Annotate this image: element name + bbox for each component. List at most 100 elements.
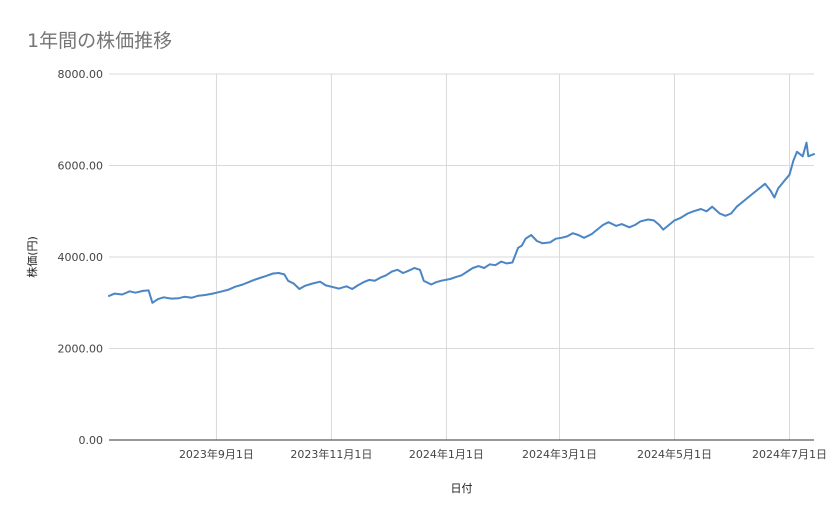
data-point	[639, 220, 642, 223]
data-point	[628, 226, 631, 229]
data-point	[730, 212, 732, 215]
data-point	[379, 276, 382, 279]
data-point	[385, 274, 387, 277]
data-point	[711, 205, 713, 208]
data-point	[460, 274, 463, 277]
x-tick-label: 2023年9月1日	[179, 447, 254, 461]
data-point	[247, 281, 250, 284]
data-point	[391, 270, 393, 273]
data-point	[311, 282, 314, 285]
data-point	[673, 219, 676, 222]
data-point	[338, 287, 340, 290]
x-axis-ticks: 2023年9月1日 2023年11月1日 2024年1月1日 2024年3月1日 202…	[179, 447, 827, 461]
data-point	[357, 284, 359, 287]
data-point	[253, 279, 255, 281]
series-line	[108, 141, 815, 304]
data-point	[332, 286, 335, 289]
data-point	[368, 279, 370, 281]
data-point	[151, 302, 154, 304]
data-point	[287, 280, 289, 282]
data-point	[177, 297, 180, 300]
data-point	[724, 215, 727, 217]
data-point	[264, 275, 267, 278]
data-point	[752, 192, 755, 194]
y-tick-label: 2000.00	[58, 343, 104, 356]
data-point	[170, 297, 172, 300]
data-point	[449, 278, 452, 280]
data-point	[196, 295, 199, 297]
data-point	[705, 210, 708, 213]
data-point	[653, 219, 655, 222]
data-point	[142, 290, 144, 292]
data-point	[500, 260, 502, 263]
data-point	[517, 247, 519, 249]
data-point	[634, 224, 636, 226]
data-point	[686, 212, 689, 215]
data-point	[351, 288, 354, 290]
data-point	[319, 280, 321, 283]
y-tick-label: 6000.00	[58, 160, 104, 173]
data-point	[560, 237, 563, 239]
data-point	[536, 240, 538, 242]
grid	[109, 73, 814, 440]
data-point	[647, 218, 649, 221]
data-point	[549, 241, 551, 244]
data-point	[455, 276, 457, 278]
data-point	[227, 289, 229, 291]
data-point	[769, 189, 772, 192]
y-tick-label: 0.00	[79, 434, 104, 447]
data-point	[571, 232, 574, 234]
data-point	[423, 280, 425, 282]
data-point	[219, 291, 221, 293]
data-point	[477, 265, 480, 267]
data-point	[362, 281, 365, 284]
data-point	[583, 237, 585, 239]
data-point	[134, 291, 137, 294]
data-point	[692, 210, 695, 213]
y-tick-label: 4000.00	[58, 251, 104, 264]
data-point	[796, 151, 798, 153]
data-point	[413, 267, 416, 269]
data-point	[577, 234, 580, 236]
y-axis-title: 株価(円)	[25, 236, 39, 278]
data-point	[700, 208, 702, 210]
data-point	[813, 153, 815, 155]
data-point	[204, 294, 206, 296]
data-point	[735, 205, 738, 208]
data-point	[298, 288, 301, 290]
data-point	[374, 280, 376, 282]
data-point	[272, 272, 274, 275]
x-tick-label: 2024年5月1日	[637, 447, 712, 461]
data-point	[788, 173, 791, 176]
data-point	[292, 282, 295, 285]
data-point	[783, 180, 785, 183]
x-tick-label: 2024年7月1日	[752, 447, 827, 461]
data-point	[242, 283, 244, 286]
x-axis-title: 日付	[451, 482, 473, 495]
data-points	[108, 141, 815, 304]
data-point	[345, 285, 348, 288]
data-point	[521, 244, 523, 247]
data-point	[615, 225, 617, 227]
y-axis-ticks: 0.00 2000.00 4000.00 6000.00 8000.00	[58, 68, 104, 447]
data-point	[747, 196, 749, 199]
data-point	[211, 292, 214, 295]
data-point	[396, 269, 399, 271]
data-point	[494, 264, 497, 267]
data-point	[121, 293, 123, 296]
data-point	[741, 201, 744, 203]
data-point	[183, 296, 186, 298]
data-point	[466, 270, 469, 273]
data-point	[430, 283, 433, 286]
data-point	[304, 285, 306, 287]
data-point	[566, 235, 568, 238]
data-point	[402, 272, 404, 274]
data-point	[440, 280, 442, 282]
data-point	[277, 272, 280, 274]
data-point	[668, 224, 670, 226]
data-point	[505, 262, 508, 265]
data-point	[758, 187, 761, 190]
data-point	[792, 160, 795, 162]
data-point	[541, 242, 544, 245]
data-point	[191, 296, 193, 299]
